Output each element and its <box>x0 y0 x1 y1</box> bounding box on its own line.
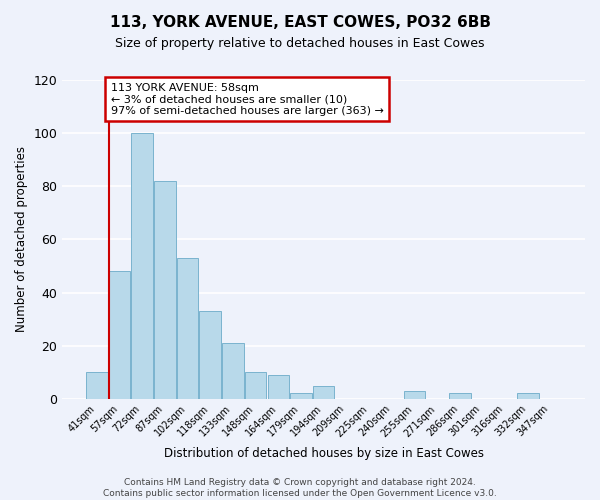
Bar <box>290 394 312 399</box>
Y-axis label: Number of detached properties: Number of detached properties <box>15 146 28 332</box>
Bar <box>222 343 244 399</box>
Bar <box>449 394 470 399</box>
Bar <box>517 394 539 399</box>
Bar <box>154 181 176 399</box>
Text: Size of property relative to detached houses in East Cowes: Size of property relative to detached ho… <box>115 38 485 51</box>
X-axis label: Distribution of detached houses by size in East Cowes: Distribution of detached houses by size … <box>164 447 484 460</box>
Bar <box>268 375 289 399</box>
Bar <box>199 311 221 399</box>
Text: 113 YORK AVENUE: 58sqm
← 3% of detached houses are smaller (10)
97% of semi-deta: 113 YORK AVENUE: 58sqm ← 3% of detached … <box>111 82 384 116</box>
Bar <box>131 133 153 399</box>
Bar <box>86 372 107 399</box>
Bar <box>177 258 199 399</box>
Text: 113, YORK AVENUE, EAST COWES, PO32 6BB: 113, YORK AVENUE, EAST COWES, PO32 6BB <box>110 15 491 30</box>
Bar <box>109 272 130 399</box>
Bar <box>245 372 266 399</box>
Text: Contains HM Land Registry data © Crown copyright and database right 2024.
Contai: Contains HM Land Registry data © Crown c… <box>103 478 497 498</box>
Bar <box>313 386 334 399</box>
Bar <box>404 391 425 399</box>
